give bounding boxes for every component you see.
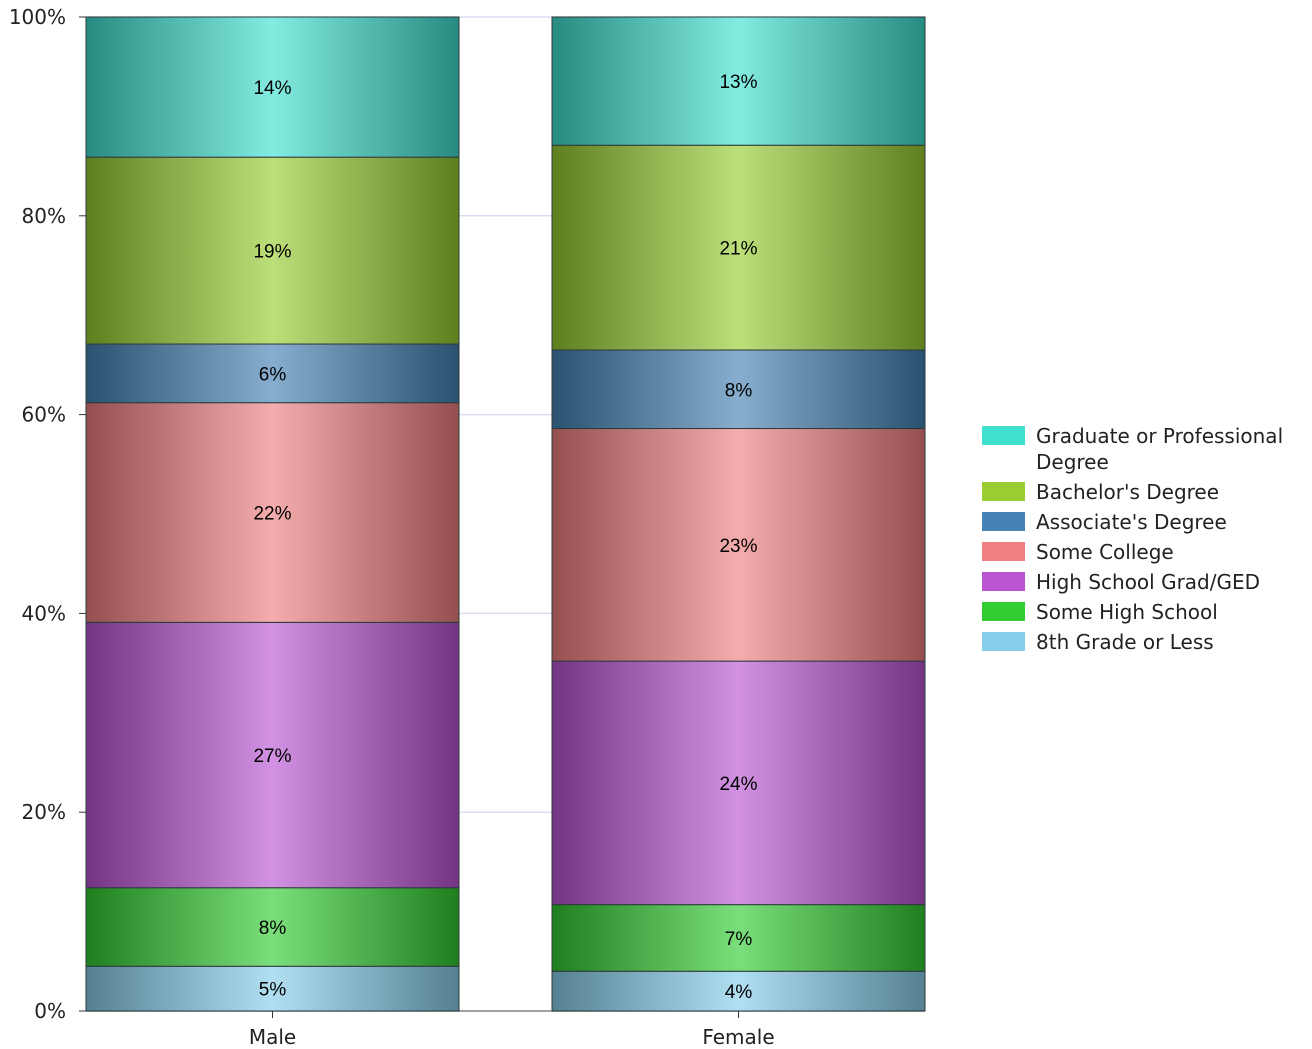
bar-segment: [85, 343, 460, 404]
legend-label: Graduate or Professional Degree: [1036, 424, 1284, 474]
y-tick-label: 0%: [34, 999, 66, 1023]
data-label: 7%: [725, 929, 753, 950]
legend-label: Associate's Degree: [1036, 510, 1227, 534]
data-label: 27%: [253, 746, 291, 767]
data-label: 5%: [259, 980, 287, 1001]
bar-segment: [85, 402, 460, 623]
bar-segment: [551, 144, 926, 351]
legend-swatch: [982, 426, 1025, 445]
data-label: 24%: [719, 774, 757, 795]
legend-label: Bachelor's Degree: [1036, 480, 1220, 504]
legend-label: Some High School: [1036, 600, 1218, 624]
bar-segment: [551, 660, 926, 906]
data-label: 4%: [725, 982, 753, 1003]
y-tick-label: 80%: [22, 204, 66, 228]
y-tick-label: 40%: [22, 601, 66, 625]
data-label: 13%: [719, 72, 757, 93]
y-tick-label: 60%: [22, 403, 66, 427]
bar-segment: [85, 965, 460, 1012]
y-tick-label: 20%: [22, 800, 66, 824]
legend-swatch: [982, 572, 1025, 591]
legend-item: Graduate or Professional Degree: [982, 423, 1307, 475]
x-tick-label: Male: [249, 1025, 296, 1049]
legend-swatch: [982, 512, 1025, 531]
legend-item: Bachelor's Degree: [982, 479, 1307, 505]
bar-segment: [551, 16, 926, 146]
bar-segment: [85, 887, 460, 967]
legend-item: 8th Grade or Less: [982, 629, 1307, 655]
data-label: 6%: [259, 364, 287, 385]
data-label: 22%: [253, 504, 291, 525]
legend-item: Associate's Degree: [982, 509, 1307, 535]
bar-segment: [85, 16, 460, 158]
data-label: 21%: [719, 239, 757, 260]
bar-segment: [85, 156, 460, 345]
bar-segment: [551, 904, 926, 972]
y-tick-label: 100%: [9, 5, 66, 29]
bar-segment: [551, 970, 926, 1012]
x-tick-label: Female: [702, 1025, 774, 1049]
legend-item: High School Grad/GED: [982, 569, 1307, 595]
data-label: 19%: [253, 242, 291, 263]
bar-segment: [85, 621, 460, 889]
legend-swatch: [982, 632, 1025, 651]
legend-label: Some College: [1036, 540, 1174, 564]
legend-item: Some High School: [982, 599, 1307, 625]
data-label: 8%: [725, 380, 753, 401]
data-label: 14%: [253, 78, 291, 99]
bar-segment: [551, 349, 926, 430]
chart-legend: Graduate or Professional Degree Bachelor'…: [982, 423, 1307, 659]
bar-segment: [551, 428, 926, 662]
legend-swatch: [982, 482, 1025, 501]
legend-label: 8th Grade or Less: [1036, 630, 1214, 654]
legend-swatch: [982, 602, 1025, 621]
data-label: 23%: [719, 536, 757, 557]
legend-swatch: [982, 542, 1025, 561]
legend-item: Some College: [982, 539, 1307, 565]
data-label: 8%: [259, 918, 287, 939]
legend-label: High School Grad/GED: [1036, 570, 1261, 594]
